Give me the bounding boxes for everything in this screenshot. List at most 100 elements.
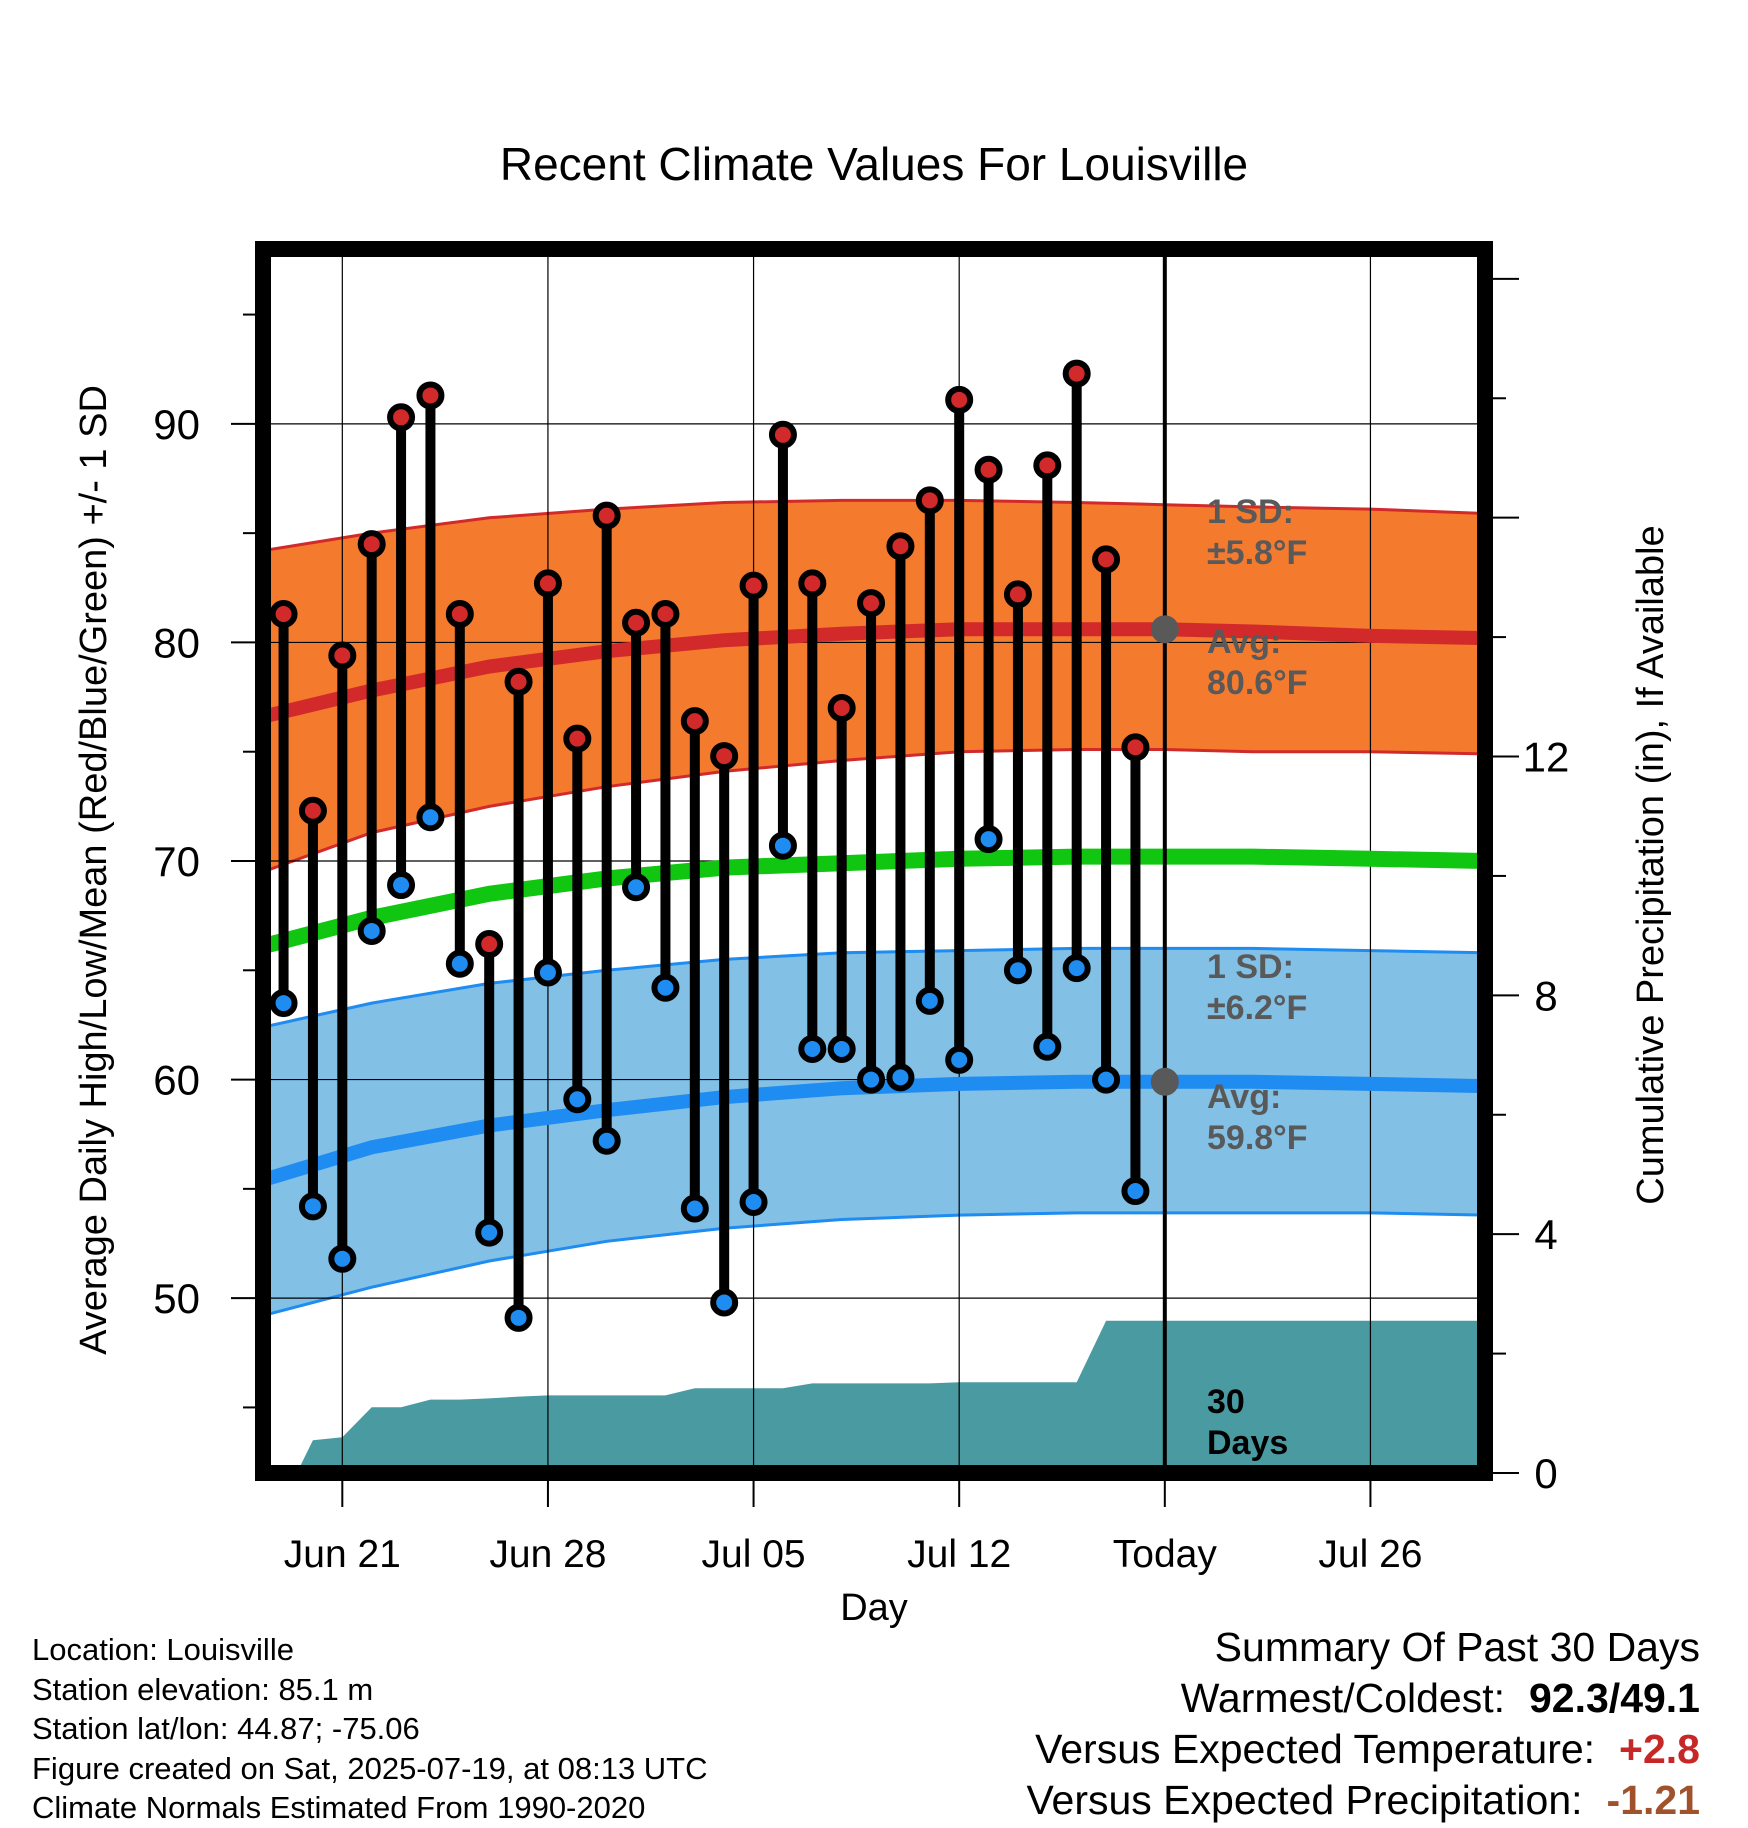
y2-axis-label: Cumulative Precipitation (in), If Availa…	[1630, 525, 1672, 1204]
days-annotation: Days	[1207, 1424, 1288, 1462]
high-point	[416, 381, 445, 410]
low-point	[387, 871, 416, 900]
high-point	[915, 486, 944, 515]
high-avg-annotation: 80.6°F	[1207, 664, 1308, 702]
low-avg-annotation: 59.8°F	[1207, 1119, 1308, 1157]
low-point	[269, 989, 298, 1018]
low-point	[1121, 1177, 1150, 1206]
normals-text: Climate Normals Estimated From 1990-2020	[32, 1790, 646, 1825]
low-point	[1003, 956, 1032, 985]
low-point	[798, 1034, 827, 1063]
high-point	[328, 641, 357, 670]
location-text: Location: Louisville	[32, 1632, 294, 1667]
high-point	[475, 930, 504, 959]
low-point	[298, 1192, 327, 1221]
days-annotation: 30	[1207, 1383, 1245, 1421]
y2-tick-label: 4	[1534, 1211, 1557, 1258]
high-point	[504, 667, 533, 696]
high-sd-upper-line	[263, 498, 1485, 553]
low-point	[680, 1194, 709, 1223]
low-point	[857, 1065, 886, 1094]
high-point	[710, 742, 739, 771]
x-tick-label: Jun 21	[284, 1533, 401, 1576]
high-point	[533, 569, 562, 598]
latlon-text: Station lat/lon: 44.87; -75.06	[32, 1711, 420, 1746]
plot-frame	[255, 241, 1493, 1481]
high-point	[1003, 580, 1032, 609]
low-point	[357, 916, 386, 945]
high-point	[622, 608, 651, 637]
warm-cold-label: Warmest/Coldest:	[1180, 1675, 1505, 1721]
x-tick-label: Jul 26	[1318, 1533, 1422, 1576]
low-avg-annotation: Avg:	[1207, 1078, 1281, 1116]
warm-cold-value: 92.3/49.1	[1529, 1675, 1700, 1721]
high-point	[1092, 545, 1121, 574]
low-point	[710, 1288, 739, 1317]
low-point	[563, 1085, 592, 1114]
high-point	[798, 569, 827, 598]
precip-value: -1.21	[1606, 1777, 1700, 1823]
low-point	[945, 1045, 974, 1074]
high-point	[857, 589, 886, 618]
temp-label: Versus Expected Temperature:	[1035, 1726, 1596, 1772]
created-text: Figure created on Sat, 2025-07-19, at 08…	[32, 1750, 708, 1786]
low-point	[1092, 1065, 1121, 1094]
x-tick-label: Jun 28	[489, 1533, 606, 1576]
temp-value: +2.8	[1619, 1726, 1700, 1772]
climate-chart: Recent Climate Values For Louisville 1 S…	[73, 138, 1672, 1628]
low-point	[622, 873, 651, 902]
elevation-text: Station elevation: 85.1 m	[32, 1671, 374, 1707]
low-sd-annotation: 1 SD:	[1207, 948, 1294, 986]
station-info: Location: Louisville Station elevation: …	[32, 1630, 708, 1828]
high-point	[945, 385, 974, 414]
low-point	[445, 949, 474, 978]
low-point	[739, 1187, 768, 1216]
temp-row: Versus Expected Temperature: +2.8	[1026, 1724, 1700, 1775]
y-tick-label: 90	[153, 401, 200, 448]
summary-heading: Summary Of Past 30 Days	[1214, 1624, 1700, 1670]
low-point	[416, 803, 445, 832]
low-point	[533, 958, 562, 987]
high-sd-annotation: ±5.8°F	[1207, 534, 1307, 572]
high-point	[445, 600, 474, 629]
warm-cold-row: Warmest/Coldest: 92.3/49.1	[1026, 1673, 1700, 1724]
y-axis-label: Average Daily High/Low/Mean (Red/Blue/Gr…	[73, 385, 115, 1355]
y-tick-label: 80	[153, 619, 200, 666]
high-avg-annotation: Avg:	[1207, 623, 1281, 661]
high-point	[739, 571, 768, 600]
low-point	[592, 1126, 621, 1155]
chart-title: Recent Climate Values For Louisville	[500, 138, 1248, 190]
high-point	[680, 707, 709, 736]
low-sd-lower-line	[263, 1211, 1485, 1318]
high-avg-today-marker	[1150, 615, 1179, 644]
precip-row: Versus Expected Precipitation: -1.21	[1026, 1775, 1700, 1826]
high-point	[886, 532, 915, 561]
high-point	[974, 455, 1003, 484]
x-axis-label: Day	[840, 1587, 908, 1628]
low-sd-annotation: ±6.2°F	[1207, 989, 1307, 1027]
precip-area	[283, 1320, 1485, 1473]
summary-panel: Summary Of Past 30 Days Warmest/Coldest:…	[1026, 1622, 1700, 1826]
y2-tick-label: 12	[1523, 734, 1570, 781]
x-tick-label: Jul 12	[907, 1533, 1011, 1576]
y-tick-label: 60	[153, 1057, 200, 1104]
low-point	[827, 1034, 856, 1063]
high-point	[387, 403, 416, 432]
high-sd-annotation: 1 SD:	[1207, 493, 1294, 531]
x-tick-label: Jul 05	[702, 1533, 806, 1576]
high-point	[1033, 451, 1062, 480]
y-tick-label: 50	[153, 1275, 200, 1322]
y-tick-label: 70	[153, 838, 200, 885]
high-point	[563, 724, 592, 753]
low-point	[504, 1303, 533, 1332]
high-point	[827, 694, 856, 722]
high-point	[768, 420, 797, 449]
low-point	[768, 831, 797, 860]
low-point	[974, 825, 1003, 854]
low-point	[328, 1244, 357, 1273]
low-avg-today-marker	[1150, 1067, 1179, 1096]
high-point	[1062, 359, 1091, 388]
high-point	[298, 796, 327, 825]
